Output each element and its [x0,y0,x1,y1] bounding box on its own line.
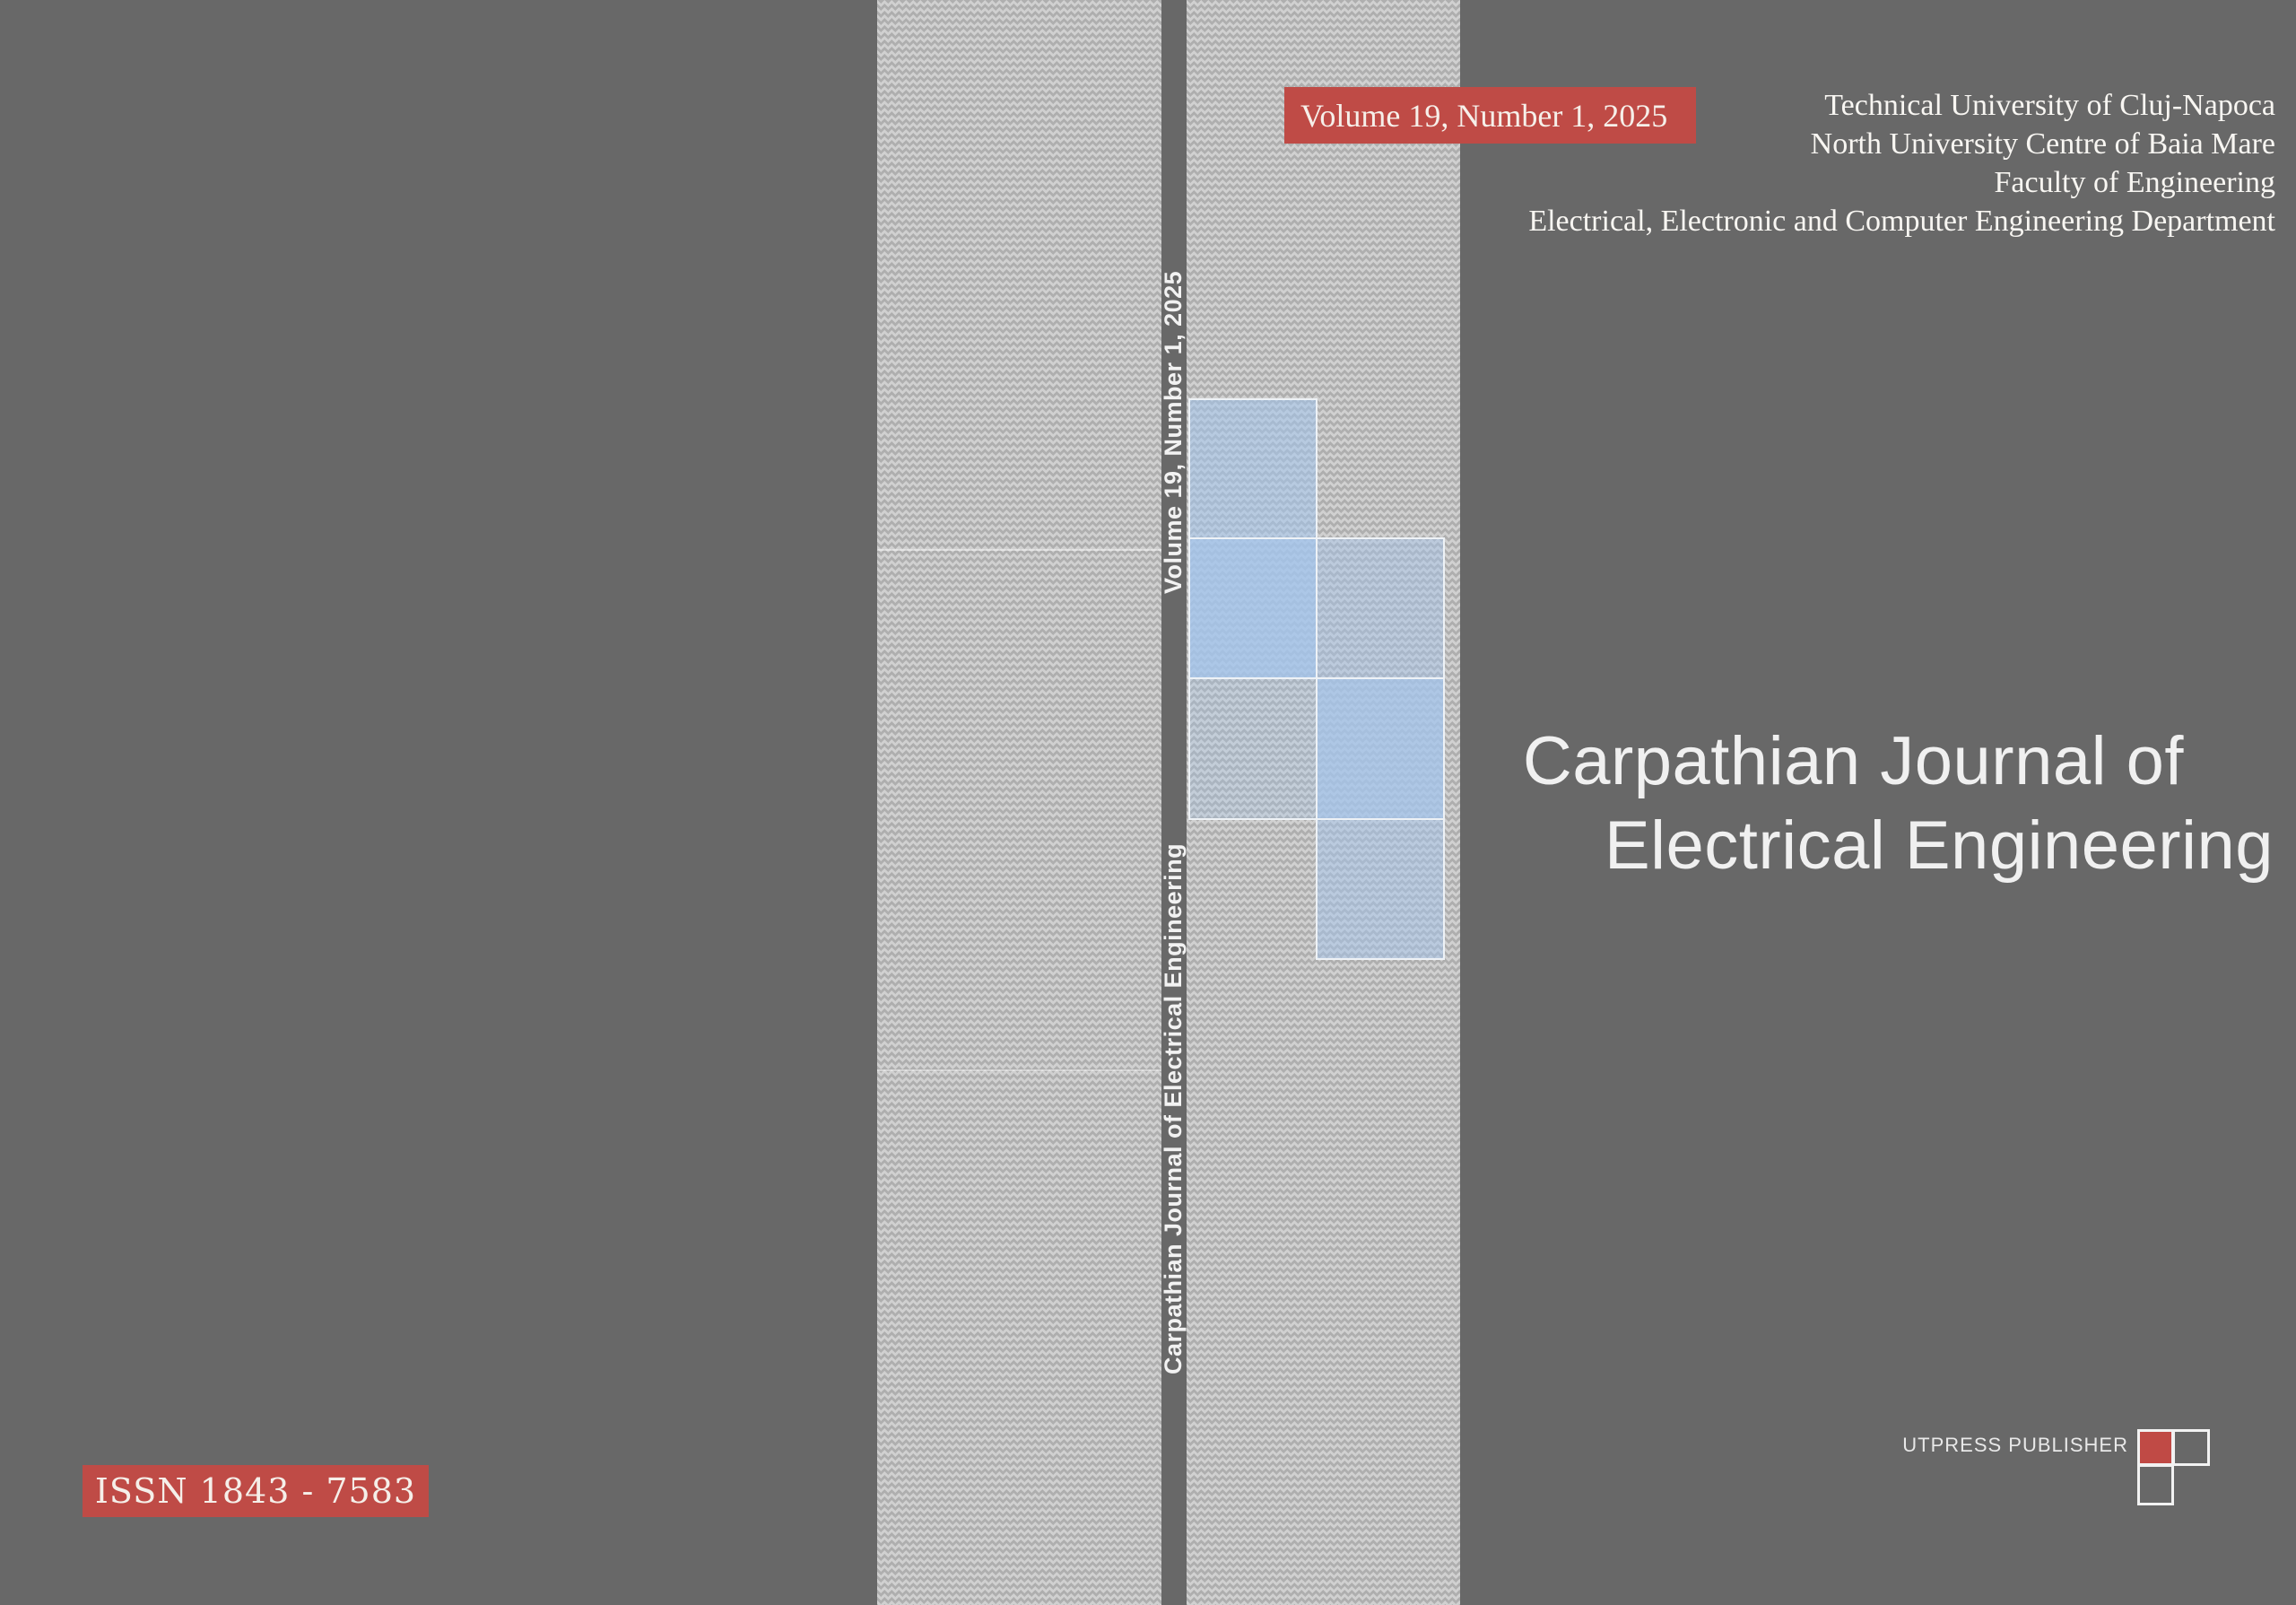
affiliation-block: Technical University of Cluj-Napoca Nort… [1528,86,2275,240]
journal-title-line2: Electrical Engineering [1604,807,2274,884]
affiliation-line-faculty: Faculty of Engineering [1994,166,2275,199]
spine-volume-text: Volume 19, Number 1, 2025 [1160,270,1187,594]
texture-seam-line [877,549,1161,551]
affiliation-line-centre: North University Centre of Baia Mare [1810,127,2275,161]
volume-badge: Volume 19, Number 1, 2025 [1284,87,1696,144]
spine-band [1161,0,1187,1605]
mosaic-square [1188,677,1318,820]
mosaic-square [1316,818,1445,960]
affiliation-line-university: Technical University of Cluj-Napoca [1824,89,2275,122]
publisher-label: UTPRESS PUBLISHER [1902,1434,2128,1456]
affiliation-line-department: Electrical, Electronic and Computer Engi… [1528,205,2275,238]
publisher-logo-outline-square-right [2172,1429,2210,1466]
journal-title: Carpathian Journal of Electrical Enginee… [1523,720,2274,888]
mosaic-square [1316,537,1445,679]
spine-journal-title-text: Carpathian Journal of Electrical Enginee… [1160,842,1187,1374]
publisher-logo-outline-square-bottom [2137,1464,2174,1505]
issn-badge: ISSN 1843 - 7583 [83,1465,429,1517]
volume-badge-text: Volume 19, Number 1, 2025 [1300,97,1668,134]
journal-title-line1: Carpathian Journal of [1522,723,2184,799]
publisher-logo-red-square [2137,1429,2174,1466]
issn-badge-text: ISSN 1843 - 7583 [94,1471,417,1511]
mosaic-square [1188,537,1318,679]
back-cover-texture-stripe [877,0,1161,1605]
mosaic-square [1316,677,1445,820]
mosaic-square [1188,398,1318,539]
texture-seam-line [877,1069,1161,1071]
